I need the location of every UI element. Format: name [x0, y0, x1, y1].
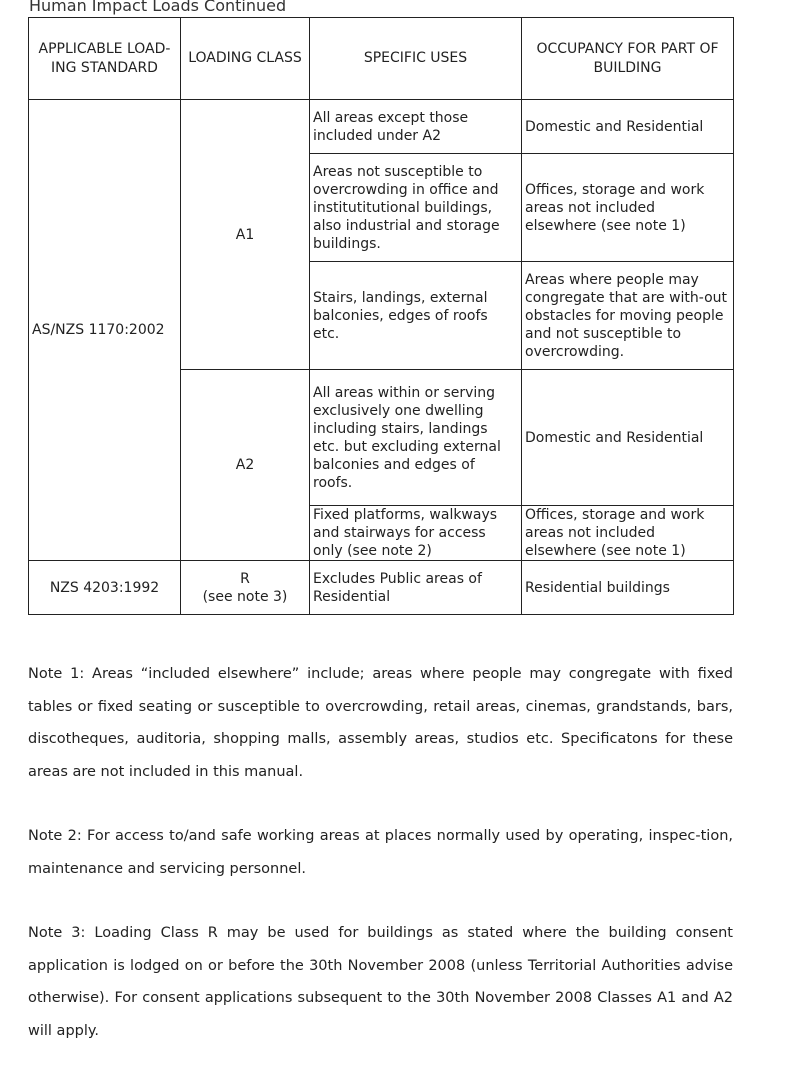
human-impact-loads-table: APPLICABLE LOAD-ING STANDARD LOADING CLA… [28, 17, 734, 615]
class-cell: R (see note 3) [180, 560, 310, 615]
table-row: AS/NZS 1170:2002 A1 All areas except tho… [28, 99, 734, 561]
header-standard: APPLICABLE LOAD-ING STANDARD [28, 17, 181, 100]
section-title: Human Impact Loads Continued [29, 0, 287, 15]
note-3: Note 3: Loading Class R may be used for … [28, 925, 733, 1039]
uses-cell: All areas except those included under A2 [309, 99, 522, 154]
uses-cell: Excludes Public areas of Residential [309, 560, 522, 615]
note-2: Note 2: For access to/and safe working a… [28, 828, 733, 877]
uses-cell: All areas within or serving exclusively … [309, 369, 522, 506]
header-uses: SPECIFIC USES [309, 17, 522, 100]
uses-cell: Fixed platforms, walkways and stairways … [309, 505, 522, 561]
standard-cell: AS/NZS 1170:2002 [28, 99, 181, 561]
header-class: LOADING CLASS [180, 17, 310, 100]
table-header-row: APPLICABLE LOAD-ING STANDARD LOADING CLA… [28, 17, 734, 100]
occupancy-cell: Domestic and Residential [521, 99, 734, 154]
table-row: A2 All areas within or serving exclusive… [29, 369, 734, 561]
occupancy-cell: Domestic and Residential [521, 369, 734, 506]
header-occupancy: OCCUPANCY FOR PART OF BUILDING [521, 17, 734, 100]
occupancy-cell: Areas where people may congregate that a… [521, 261, 734, 370]
notes: Note 1: Areas “included elsewhere” inclu… [28, 658, 733, 1079]
class-cell: A2 [180, 369, 310, 561]
class-label: R [240, 570, 250, 587]
occupancy-cell: Offices, storage and work areas not incl… [521, 153, 734, 262]
occupancy-cell: Residential buildings [521, 560, 734, 615]
standard-cell: NZS 4203:1992 [28, 560, 181, 615]
table-row: Areas not susceptible to overcrowding in… [29, 153, 734, 262]
note-1: Note 1: Areas “included elsewhere” inclu… [28, 666, 733, 780]
class-note: (see note 3) [202, 588, 288, 605]
table-row: NZS 4203:1992 R (see note 3) Excludes Pu… [28, 560, 734, 615]
uses-cell: Areas not susceptible to overcrowding in… [309, 153, 522, 262]
class-cell: A1 [180, 99, 310, 370]
occupancy-cell: Offices, storage and work areas not incl… [521, 505, 734, 561]
uses-cell: Stairs, landings, external balconies, ed… [309, 261, 522, 370]
table-row: Fixed platforms, walkways and stairways … [29, 505, 734, 561]
